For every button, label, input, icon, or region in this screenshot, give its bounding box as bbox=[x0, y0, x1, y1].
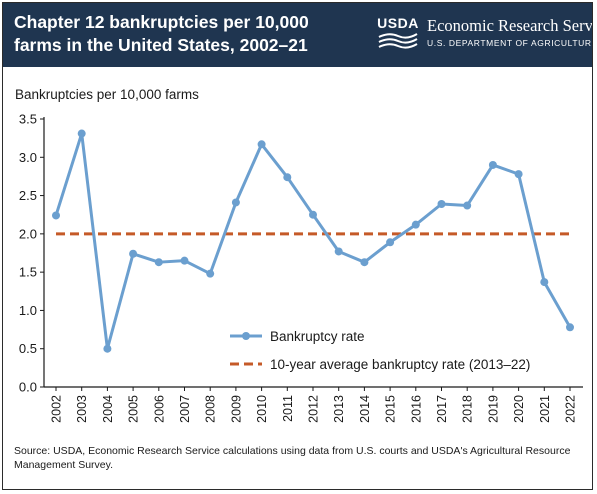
x-tick-label: 2022 bbox=[564, 395, 578, 423]
bankruptcy-rate-point bbox=[231, 198, 240, 207]
x-tick-label: 2012 bbox=[307, 395, 321, 423]
x-tick-label: 2011 bbox=[281, 395, 295, 422]
x-tick-label: 2006 bbox=[152, 395, 166, 423]
usda-wordmark: USDA bbox=[377, 15, 419, 31]
x-tick-label: 2020 bbox=[512, 395, 526, 423]
x-tick-label: 2007 bbox=[178, 395, 192, 423]
usda-logo-icon: USDA bbox=[377, 15, 419, 51]
x-tick-label: 2021 bbox=[538, 395, 552, 423]
bankruptcy-rate-point bbox=[103, 344, 112, 353]
x-tick-label: 2008 bbox=[204, 395, 218, 423]
y-tick-label: 2.5 bbox=[19, 188, 37, 203]
y-tick-label: 1.5 bbox=[19, 265, 37, 280]
x-tick-label: 2017 bbox=[435, 395, 449, 423]
legend-label-rate: Bankruptcy rate bbox=[270, 329, 365, 344]
bankruptcy-rate-point bbox=[283, 173, 292, 182]
y-tick-label: 2.0 bbox=[19, 226, 37, 241]
bankruptcy-rate-point bbox=[488, 160, 497, 169]
bankruptcy-rate-point bbox=[154, 258, 163, 267]
x-tick-label: 2003 bbox=[75, 395, 89, 423]
usda-ers-logo: USDA Economic Research Service U.S. DEPA… bbox=[377, 15, 592, 59]
x-tick-label: 2004 bbox=[101, 395, 115, 423]
y-tick-label: 3.5 bbox=[19, 112, 37, 127]
x-tick-label: 2016 bbox=[409, 395, 423, 423]
bankruptcy-rate-point bbox=[463, 201, 472, 210]
x-tick-label: 2014 bbox=[358, 395, 372, 423]
x-tick-label: 2015 bbox=[384, 395, 398, 423]
bankruptcy-rate-point bbox=[566, 323, 574, 332]
agency-name: Economic Research Service bbox=[427, 16, 593, 35]
x-tick-label: 2002 bbox=[50, 395, 64, 423]
x-tick-label: 2005 bbox=[127, 395, 141, 423]
bankruptcy-rate-point bbox=[437, 199, 446, 208]
bankruptcy-rate-point bbox=[52, 211, 60, 220]
bankruptcy-rate-point bbox=[180, 256, 189, 265]
x-tick-label: 2009 bbox=[229, 395, 243, 423]
x-tick-label: 2019 bbox=[486, 395, 500, 423]
source-note: Source: USDA, Economic Research Service … bbox=[14, 445, 571, 471]
department-name: U.S. DEPARTMENT OF AGRICULTURE bbox=[427, 38, 593, 48]
bankruptcy-rate-point bbox=[257, 140, 266, 149]
x-tick-label: 2013 bbox=[332, 395, 346, 423]
x-tick-label: 2018 bbox=[461, 395, 475, 423]
bankruptcy-rate-point bbox=[386, 238, 395, 247]
legend-marker-rate bbox=[242, 332, 250, 340]
bankruptcy-rate-point bbox=[129, 249, 138, 258]
y-tick-label: 1.0 bbox=[19, 303, 37, 318]
y-tick-label: 0.0 bbox=[19, 380, 37, 395]
chart-title: Chapter 12 bankruptcies per 10,000 farms… bbox=[14, 12, 309, 55]
chart-header: Chapter 12 bankruptcies per 10,000 farms… bbox=[3, 3, 592, 67]
y-tick-label: 3.0 bbox=[19, 150, 37, 165]
bankruptcy-rate-point bbox=[334, 247, 343, 256]
y-tick-label: 0.5 bbox=[19, 341, 37, 356]
bankruptcy-rate-point bbox=[514, 170, 523, 179]
legend-label-average: 10-year average bankruptcy rate (2013–22… bbox=[270, 357, 530, 372]
figure-frame: Chapter 12 bankruptcies per 10,000 farms… bbox=[2, 2, 593, 490]
x-tick-label: 2010 bbox=[255, 395, 269, 423]
bankruptcy-rate-point bbox=[411, 220, 420, 229]
bankruptcy-rate-point bbox=[206, 269, 215, 278]
usda-landscape-icon bbox=[378, 33, 418, 49]
bankruptcy-rate-point bbox=[360, 258, 369, 267]
bankruptcy-rate-point bbox=[309, 210, 317, 219]
y-axis-label: Bankruptcies per 10,000 farms bbox=[15, 87, 199, 102]
bankruptcy-rate-point bbox=[540, 278, 549, 287]
bankruptcy-rate-point bbox=[77, 129, 86, 138]
